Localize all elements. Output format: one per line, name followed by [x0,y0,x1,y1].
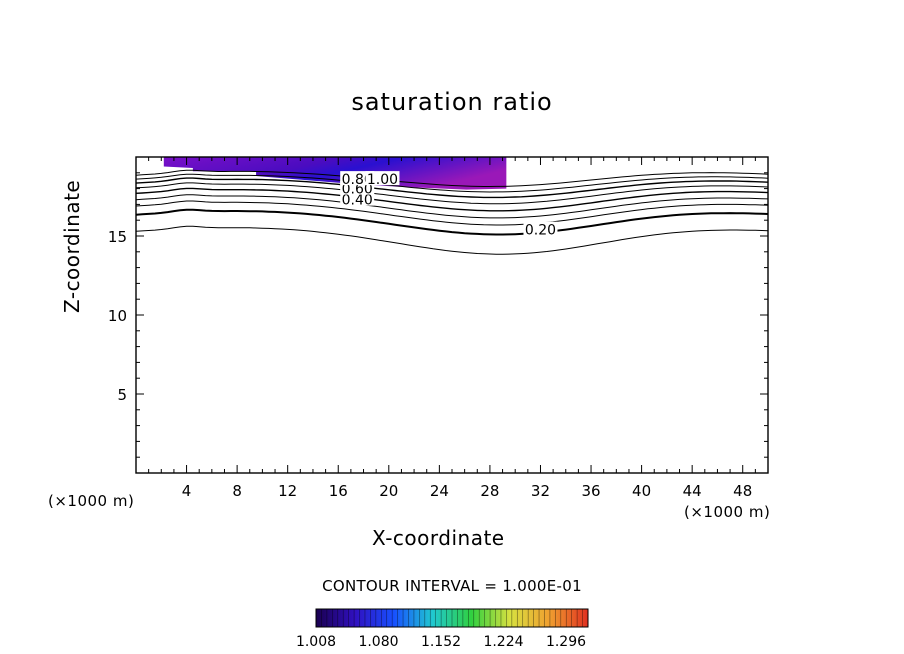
x-tick-label-40: 40 [632,482,651,500]
x-tick-label-24: 24 [430,482,449,500]
contour-label-0.40: 0.40 [342,193,373,209]
contour-label-0.60: 0.60 [342,182,373,198]
contour-label-1.00: 1.00 [367,172,398,188]
contour-label-0.20: 0.20 [525,223,556,239]
colorbar-tick-label: 1.224 [483,634,523,650]
x-unit-label-left: (×1000 m) [48,492,135,510]
x-tick-label-28: 28 [480,482,499,500]
contour-label-bg [365,171,400,186]
contour-line-8 [136,173,768,193]
colorbar-tick-label: 1.008 [296,634,336,650]
contour-interval: CONTOUR INTERVAL = 1.000E-01 [322,577,582,595]
chart-title: saturation ratio [351,88,553,116]
x-axis-label: X-coordinate [372,526,505,550]
x-unit-label-right: (×1000 m) [684,503,771,521]
contour-line-3 [136,200,768,226]
plot-frame [135,156,769,474]
y-axis-label: Z-coordinate [60,179,84,313]
contour-label-bg [523,221,558,236]
contour-label-bg [340,191,375,206]
supersaturated-region [163,157,507,190]
contour-line-1 [136,225,768,255]
colorbar-tick-label: 1.152 [421,634,461,650]
x-tick-label-20: 20 [379,482,398,500]
x-tick-label-16: 16 [329,482,348,500]
y-tick-label-15: 15 [108,228,127,246]
x-tick-label-44: 44 [683,482,702,500]
x-tick-label-4: 4 [182,482,192,500]
y-tick-label-5: 5 [117,386,127,404]
x-tick-label-8: 8 [232,482,242,500]
y-tick-label-10: 10 [108,307,127,325]
contour-line-5 [136,187,768,212]
contour-line-9 [136,169,768,187]
contour-line-7 [136,177,768,199]
x-tick-label-32: 32 [531,482,550,500]
contour-label-0.80: 0.80 [342,172,373,188]
contour-line-4 [136,194,768,219]
colorbar-tick-label: 1.080 [358,634,398,650]
x-tick-label-48: 48 [733,482,752,500]
colorbar-tick-label: 1.296 [546,634,586,650]
x-tick-label-36: 36 [581,482,600,500]
contour-line-6 [136,182,768,205]
contour-line-2 [136,208,768,236]
x-tick-label-12: 12 [278,482,297,500]
